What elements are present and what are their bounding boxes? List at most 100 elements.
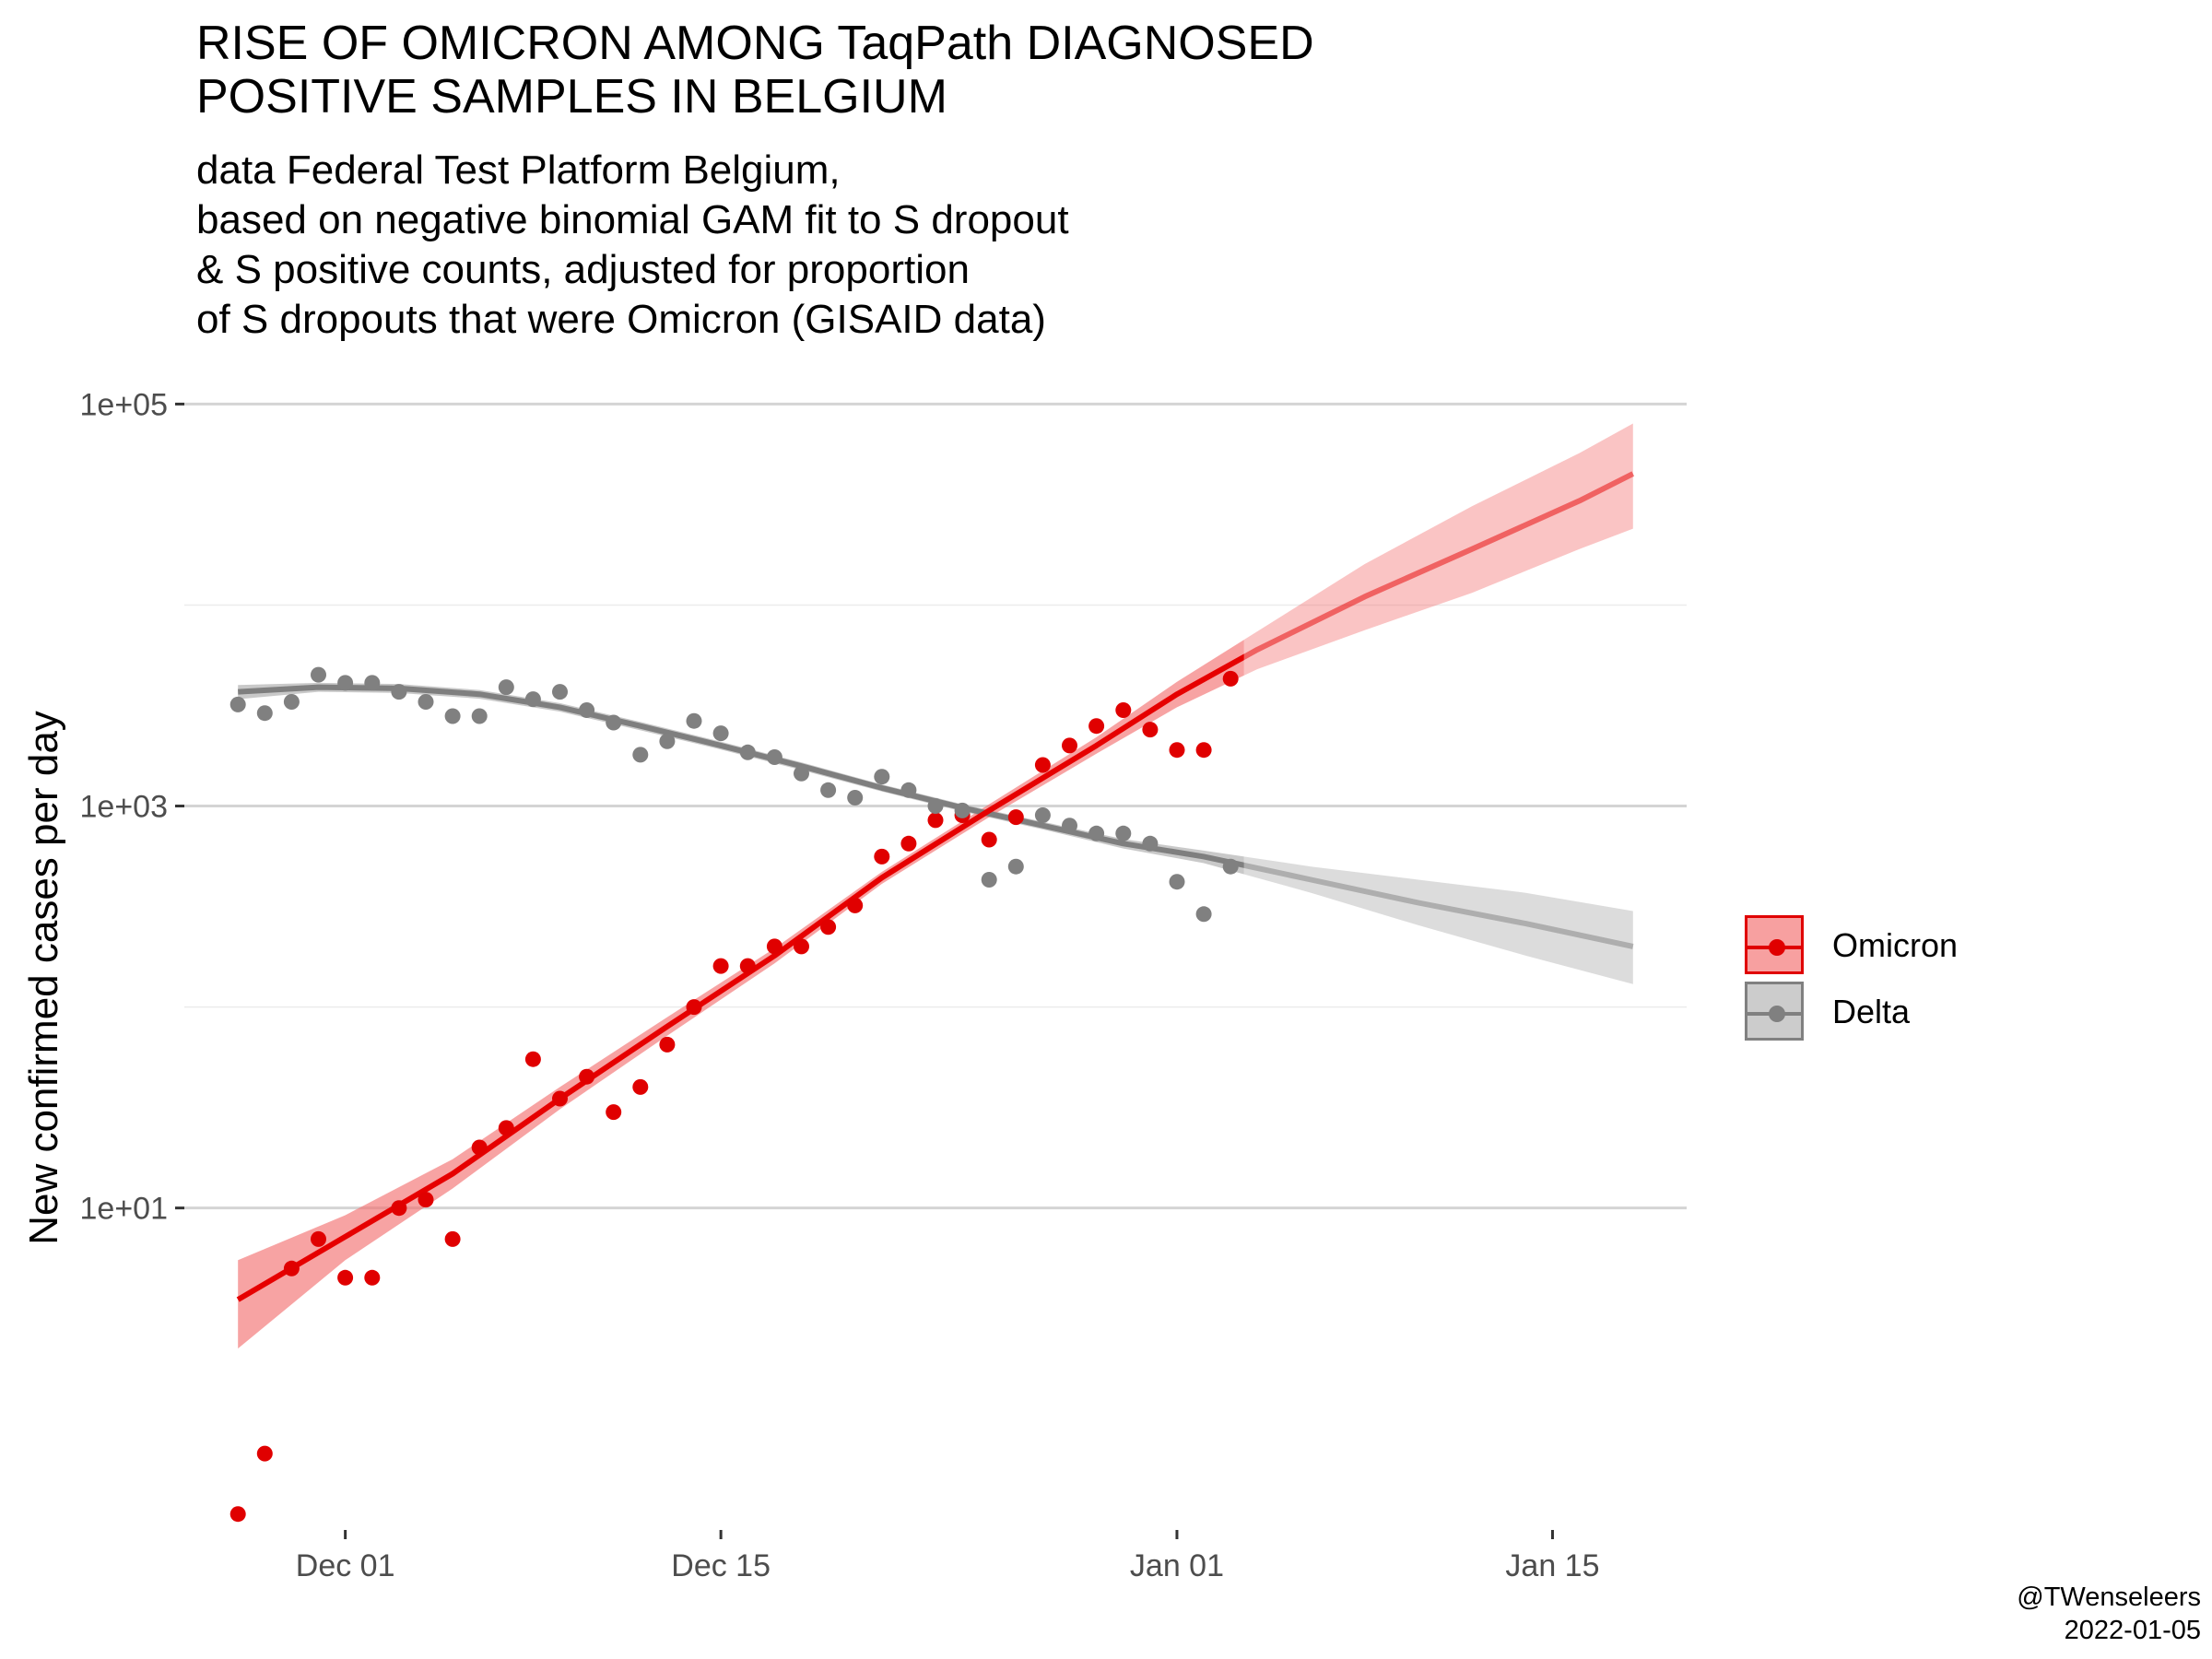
point-delta-14 xyxy=(606,714,622,731)
y-tick-label-2: 1e+05 xyxy=(80,387,169,422)
ci-band-omicron-observed xyxy=(238,640,1244,1349)
point-delta-19 xyxy=(739,744,756,760)
x-tick-label-0: Dec 01 xyxy=(296,1548,395,1583)
title-line-2: POSITIVE SAMPLES IN BELGIUM xyxy=(196,70,947,124)
grid-lines xyxy=(184,402,1687,1210)
point-omicron-22 xyxy=(820,919,837,935)
x-tick-label-3: Jan 15 xyxy=(1505,1548,1599,1583)
legend-item-omicron: Omicron xyxy=(1745,915,2021,982)
point-delta-37 xyxy=(1222,858,1239,875)
point-omicron-2 xyxy=(283,1260,300,1277)
point-delta-8 xyxy=(444,708,461,724)
point-omicron-10 xyxy=(498,1120,514,1136)
point-delta-29 xyxy=(1007,858,1024,875)
subtitle-line-3: & S positive counts, adjusted for propor… xyxy=(196,247,970,292)
y-axis-label: New confirmed cases per day xyxy=(21,711,66,1245)
point-omicron-7 xyxy=(418,1192,434,1208)
point-omicron-34 xyxy=(1142,722,1159,738)
caption-date: 2022-01-05 xyxy=(2064,1616,2201,1645)
point-delta-32 xyxy=(1088,825,1105,841)
point-delta-3 xyxy=(311,666,326,683)
point-delta-10 xyxy=(498,679,514,696)
point-delta-26 xyxy=(927,798,944,814)
subtitle-line-2: based on negative binomial GAM fit to S … xyxy=(196,197,1069,242)
legend-label-delta: Delta xyxy=(1832,993,1911,1030)
point-delta-0 xyxy=(229,696,246,712)
point-delta-2 xyxy=(283,694,300,710)
ci-band-delta-observed xyxy=(238,682,1244,875)
point-delta-9 xyxy=(471,708,488,724)
point-omicron-31 xyxy=(1062,737,1077,754)
subtitle-line-1: data Federal Test Platform Belgium, xyxy=(196,147,841,193)
y-axis: 1e+01 1e+03 1e+05 xyxy=(80,387,184,1227)
point-omicron-24 xyxy=(874,848,890,865)
fit-line-omicron-observed xyxy=(236,653,1244,1302)
point-omicron-36 xyxy=(1195,742,1212,759)
legend-key-omicron xyxy=(1745,915,1804,974)
point-omicron-19 xyxy=(739,958,756,974)
point-delta-20 xyxy=(766,749,782,765)
point-delta-5 xyxy=(364,675,381,691)
caption: @TWenseleers 2022-01-05 xyxy=(2017,1581,2201,1647)
point-omicron-8 xyxy=(444,1230,461,1247)
point-delta-4 xyxy=(337,675,354,691)
point-delta-16 xyxy=(659,733,676,749)
point-delta-18 xyxy=(712,725,729,742)
point-delta-15 xyxy=(632,747,649,763)
point-delta-21 xyxy=(794,765,809,782)
fit-line-delta-projected xyxy=(1243,862,1634,949)
point-omicron-33 xyxy=(1115,702,1132,718)
point-omicron-23 xyxy=(847,897,864,913)
point-omicron-13 xyxy=(579,1068,595,1085)
legend-key-delta xyxy=(1745,982,1804,1041)
y-tick-label-1: 1e+03 xyxy=(80,790,169,825)
point-omicron-26 xyxy=(927,812,944,829)
point-omicron-35 xyxy=(1169,742,1185,759)
x-tick-label-2: Jan 01 xyxy=(1130,1548,1224,1583)
point-delta-30 xyxy=(1034,807,1051,823)
point-delta-12 xyxy=(552,684,568,700)
point-omicron-14 xyxy=(606,1104,622,1121)
point-omicron-28 xyxy=(981,831,997,848)
subtitle-line-4: of S dropouts that were Omicron (GISAID … xyxy=(196,297,1046,342)
point-delta-25 xyxy=(900,782,917,798)
point-omicron-9 xyxy=(471,1139,488,1156)
point-omicron-16 xyxy=(659,1036,676,1053)
point-delta-27 xyxy=(954,802,971,818)
point-delta-34 xyxy=(1142,835,1159,852)
point-omicron-4 xyxy=(337,1269,354,1286)
legend-label-omicron: Omicron xyxy=(1832,926,1959,964)
point-delta-23 xyxy=(847,790,864,806)
point-omicron-30 xyxy=(1034,757,1051,773)
y-tick-label-0: 1e+01 xyxy=(80,1192,169,1227)
point-delta-28 xyxy=(981,872,997,888)
point-delta-11 xyxy=(524,691,541,708)
caption-author: @TWenseleers xyxy=(2017,1583,2201,1612)
x-axis: Dec 01 Dec 15 Jan 01 Jan 15 xyxy=(296,1530,1600,1583)
chart-title: RISE OF OMICRON AMONG TaqPath DIAGNOSED … xyxy=(196,17,1314,124)
point-omicron-15 xyxy=(632,1078,649,1095)
point-delta-33 xyxy=(1115,825,1132,841)
point-omicron-37 xyxy=(1222,670,1239,687)
point-delta-13 xyxy=(579,702,595,718)
point-delta-6 xyxy=(391,684,407,700)
point-omicron-1 xyxy=(256,1445,273,1462)
x-tick-label-1: Dec 15 xyxy=(671,1548,771,1583)
point-omicron-32 xyxy=(1088,718,1105,735)
legend: Omicron Delta xyxy=(1745,915,2021,1048)
point-omicron-0 xyxy=(229,1506,246,1523)
point-omicron-12 xyxy=(552,1090,568,1107)
point-omicron-20 xyxy=(766,938,782,955)
data-points xyxy=(229,666,1239,1523)
point-delta-31 xyxy=(1062,818,1077,834)
point-delta-1 xyxy=(256,705,273,722)
point-omicron-17 xyxy=(686,999,702,1016)
fit-line-omicron-projected xyxy=(1243,471,1635,661)
legend-item-delta: Delta xyxy=(1745,982,2021,1048)
point-delta-24 xyxy=(874,769,890,785)
ci-band-delta-projected xyxy=(1243,856,1633,984)
point-delta-36 xyxy=(1195,906,1212,923)
point-omicron-21 xyxy=(794,938,809,955)
ci-band-omicron-projected xyxy=(1243,423,1633,676)
fit-lines xyxy=(236,471,1635,1302)
